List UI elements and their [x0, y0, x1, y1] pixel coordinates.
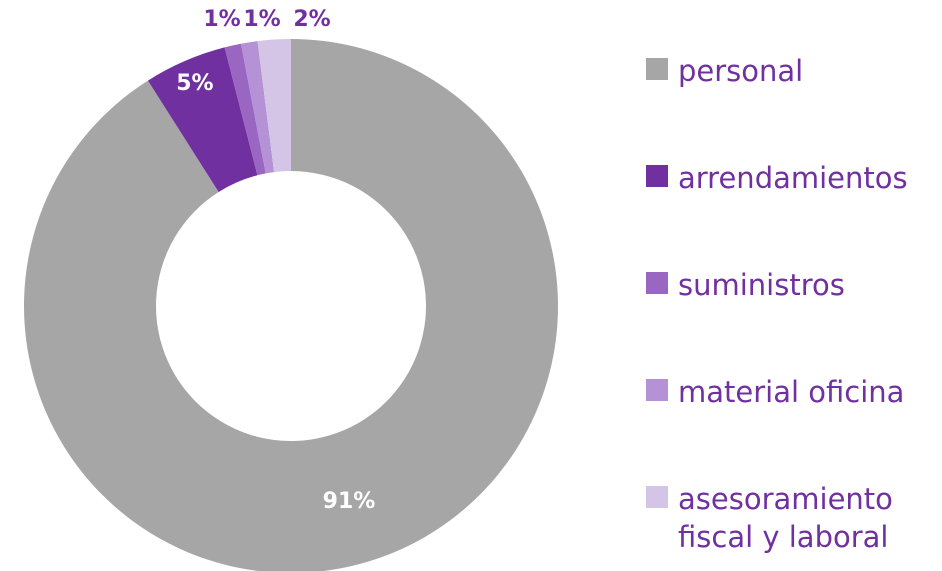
legend-label: asesoramiento fiscal y laboral	[678, 482, 893, 554]
legend-item: arrendamientos	[646, 159, 940, 197]
legend-label: suministros	[678, 268, 845, 302]
slice	[147, 47, 258, 193]
slice	[257, 39, 291, 173]
legend-item: asesoramiento fiscal y laboral	[646, 480, 940, 556]
legend-item: material oficina	[646, 373, 940, 411]
legend-label: material oficina	[678, 375, 905, 409]
legend-swatch	[646, 486, 668, 508]
data-label: 2%	[293, 7, 330, 32]
slice	[224, 43, 266, 176]
slice	[240, 41, 275, 174]
legend-item: suministros	[646, 266, 940, 304]
data-label: 91%	[323, 489, 376, 514]
legend-swatch	[646, 58, 668, 80]
legend-swatch	[646, 272, 668, 294]
legend-label: personal	[678, 54, 804, 88]
legend-label: arrendamientos	[678, 161, 908, 195]
data-label: 5%	[176, 71, 213, 96]
legend-item: personal	[646, 52, 940, 90]
data-label: 1%	[203, 7, 240, 32]
slice	[24, 39, 558, 571]
data-label: 1%	[243, 7, 280, 32]
chart: 91% 5% 1% 1% 2%	[24, 7, 558, 571]
legend-swatch	[646, 379, 668, 401]
legend-swatch	[646, 165, 668, 187]
